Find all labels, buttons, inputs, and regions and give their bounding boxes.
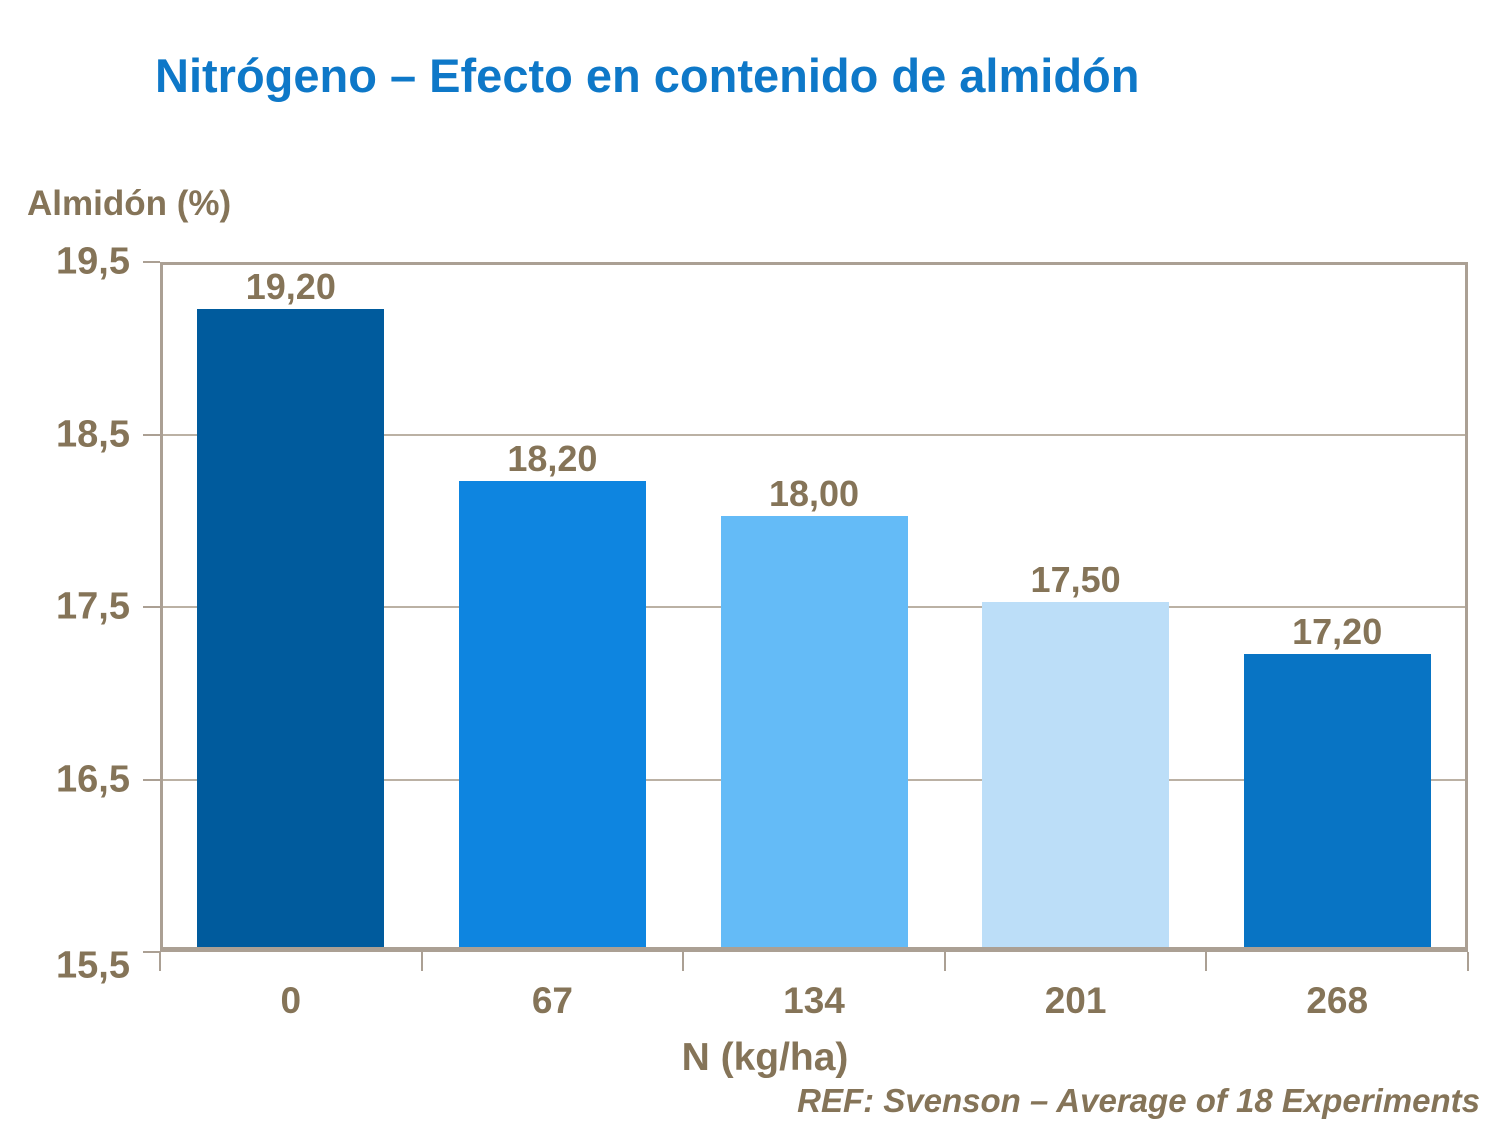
chart-title: Nitrógeno – Efecto en contenido de almid… <box>155 49 1140 102</box>
x-tick-label: 134 <box>783 980 845 1021</box>
x-axis-tick <box>1205 952 1208 971</box>
bar-value-label: 18,00 <box>768 472 860 514</box>
x-axis-tick <box>682 952 685 971</box>
reference-note: REF: Svenson – Average of 18 Experiments <box>797 1082 1480 1119</box>
y-tick-label: 16,5 <box>56 758 130 800</box>
x-tick-label: 201 <box>1044 980 1107 1021</box>
x-tick-label: 0 <box>280 980 302 1021</box>
bar <box>458 481 646 947</box>
x-axis-tick <box>159 952 161 971</box>
x-tick-label: 67 <box>531 980 573 1021</box>
y-tick-label: 17,5 <box>56 585 130 628</box>
y-axis-tick <box>143 778 160 781</box>
bar <box>982 602 1170 947</box>
bar-value-label: 17,50 <box>1030 559 1121 600</box>
x-tick-label: 268 <box>1306 980 1369 1021</box>
bar-value-label: 18,20 <box>507 438 598 480</box>
bar-value-label: 19,20 <box>245 265 336 307</box>
y-tick-label: 19,5 <box>56 240 130 283</box>
x-axis-tick <box>1467 952 1469 971</box>
bar <box>197 308 385 947</box>
y-axis-tick <box>143 261 160 263</box>
gridline <box>163 433 1465 436</box>
y-tick-label: 15,5 <box>56 944 130 987</box>
y-axis-tick <box>143 433 160 436</box>
plot-area <box>160 262 1468 952</box>
bar-value-label: 17,20 <box>1292 610 1383 652</box>
x-axis-tick <box>943 952 946 971</box>
bar <box>1243 653 1431 947</box>
x-axis-title: N (kg/ha) <box>681 1036 849 1079</box>
x-axis-tick <box>420 952 423 971</box>
y-axis-title: Almidón (%) <box>27 184 232 223</box>
y-axis-tick <box>143 606 160 608</box>
y-tick-label: 18,5 <box>56 413 130 455</box>
y-axis-tick <box>143 951 160 953</box>
bar <box>720 515 908 947</box>
